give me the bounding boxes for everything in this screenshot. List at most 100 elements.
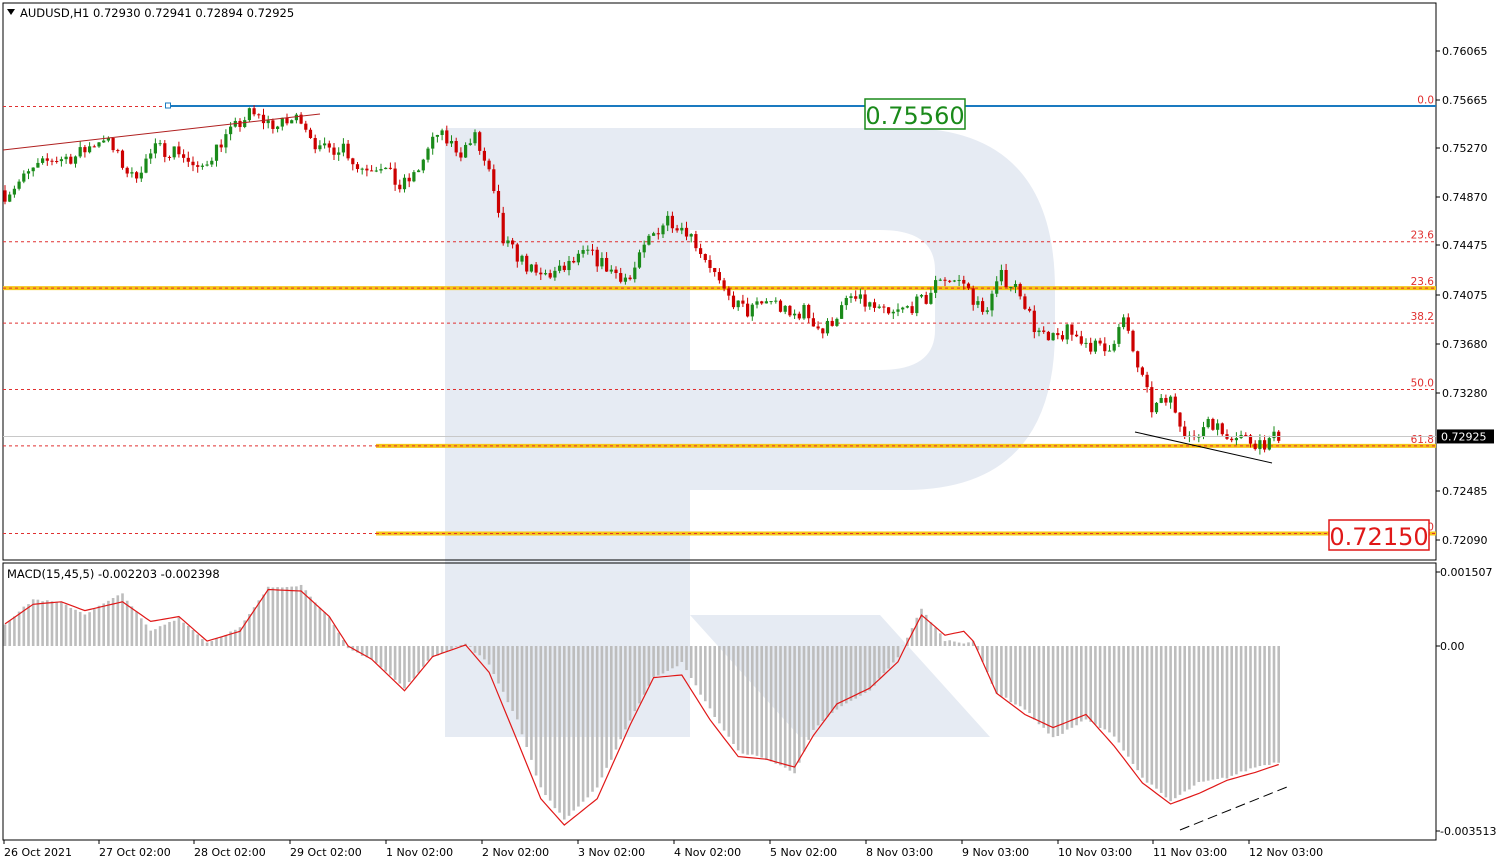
macd-histogram-bar — [1249, 646, 1252, 769]
bull-candle — [783, 305, 787, 312]
macd-histogram-bar — [840, 646, 843, 707]
macd-histogram-bar — [1244, 646, 1248, 772]
trend-lines[interactable] — [2, 113, 1288, 831]
macd-histogram-bar — [252, 607, 256, 646]
bear-candle — [548, 273, 552, 278]
bull-candle — [421, 159, 425, 171]
bear-candle — [1263, 440, 1267, 450]
bear-candle — [1211, 419, 1215, 430]
bear-candle — [257, 114, 261, 116]
macd-histogram-bar — [473, 646, 477, 653]
bull-candle — [576, 253, 580, 263]
macd-histogram-bar — [83, 614, 87, 646]
bull-candle — [384, 167, 388, 170]
bull-candle — [642, 244, 646, 253]
macd-histogram-bar — [924, 614, 928, 646]
macd-histogram-bar — [816, 646, 820, 726]
macd-histogram-bar — [154, 629, 157, 646]
bear-candle — [346, 143, 350, 159]
dropdown-triangle-icon[interactable] — [7, 9, 15, 15]
bear-candle — [1183, 426, 1187, 437]
bull-candle — [647, 235, 651, 245]
macd-histogram-bar — [168, 622, 171, 646]
bear-candle — [797, 313, 801, 319]
bull-candle — [995, 281, 999, 294]
macd-histogram-bar — [422, 646, 425, 667]
macd-histogram-bar — [1272, 646, 1276, 763]
bear-candle — [887, 307, 891, 314]
bear-candle — [703, 254, 707, 261]
macd-histogram-bar — [125, 600, 129, 646]
macd-histogram-bar — [666, 646, 669, 671]
macd-histogram-bar — [501, 646, 505, 692]
bull-candle — [764, 301, 768, 304]
bull-candle — [73, 156, 78, 164]
macd-divergence-line — [1179, 786, 1288, 831]
macd-histogram-bar — [1277, 646, 1280, 763]
macd-histogram-bar — [948, 640, 951, 646]
bull-candle — [506, 240, 510, 244]
bull-candle — [1206, 419, 1210, 428]
bull-candle — [802, 304, 806, 319]
macd-histogram-bar — [478, 646, 481, 656]
macd-histogram-bar — [953, 641, 956, 646]
macd-histogram-bar — [525, 646, 528, 747]
macd-histogram-bar — [31, 599, 35, 646]
bear-candle — [1220, 423, 1224, 435]
macd-histogram-bar — [285, 586, 289, 646]
upper-target-label: 0.75560 — [865, 102, 964, 130]
fib-level-label: 0.0 — [1417, 95, 1434, 107]
macd-histogram-bar — [46, 600, 49, 646]
macd-histogram-bar — [760, 646, 763, 758]
macd-histogram-bar — [1174, 646, 1177, 799]
bear-candle — [496, 190, 501, 213]
bull-candle — [1065, 324, 1069, 340]
macd-histogram-bar — [652, 646, 655, 677]
bear-candle — [299, 114, 303, 124]
fib-level-label: 50.0 — [1411, 377, 1434, 389]
bull-candle — [1013, 284, 1018, 288]
bull-candle — [905, 306, 909, 308]
bear-candle — [614, 269, 618, 274]
time-tick-label: 1 Nov 02:00 — [386, 846, 453, 859]
macd-histogram-bar — [187, 625, 190, 646]
macd-histogram-bar — [74, 609, 77, 646]
bear-candle — [1070, 324, 1074, 335]
bear-candle — [1178, 412, 1182, 427]
candlestick-series — [3, 105, 1436, 455]
bull-candle — [637, 252, 642, 268]
macd-histogram-bar — [657, 646, 660, 676]
macd-histogram-bar — [64, 604, 68, 646]
macd-histogram-bar — [116, 595, 120, 646]
bull-candle — [680, 227, 684, 231]
macd-histogram-bar — [732, 646, 735, 744]
macd-panel-frame — [2, 562, 1437, 841]
bear-candle — [708, 260, 712, 268]
macd-histogram-bar — [238, 627, 242, 646]
macd-histogram-bar — [1094, 646, 1097, 725]
bear-candle — [1150, 387, 1154, 413]
bull-candle — [379, 169, 383, 171]
macd-histogram-bar — [1056, 646, 1060, 737]
macd-histogram-bar — [304, 590, 308, 646]
bull-candle — [652, 233, 656, 236]
macd-histogram-bar — [290, 586, 293, 646]
bear-candle — [271, 120, 275, 129]
bull-candle — [88, 146, 92, 153]
macd-histogram-bar — [544, 646, 547, 796]
macd-histogram-bar — [130, 606, 134, 646]
macd-histogram-bar — [389, 646, 392, 676]
macd-histogram-bar — [379, 646, 383, 668]
price-divergence-line — [1134, 431, 1273, 464]
macd-histogram-bar — [1206, 646, 1210, 781]
bull-candle — [1267, 438, 1271, 450]
bull-candle — [97, 142, 101, 147]
watermark-logo — [445, 128, 1055, 737]
macd-histogram-bar — [1131, 646, 1135, 764]
bear-candle — [186, 157, 190, 162]
bull-candle — [929, 292, 933, 304]
macd-histogram-bar — [149, 630, 152, 646]
macd-histogram-bar — [17, 611, 21, 646]
macd-histogram-bar — [398, 646, 402, 684]
